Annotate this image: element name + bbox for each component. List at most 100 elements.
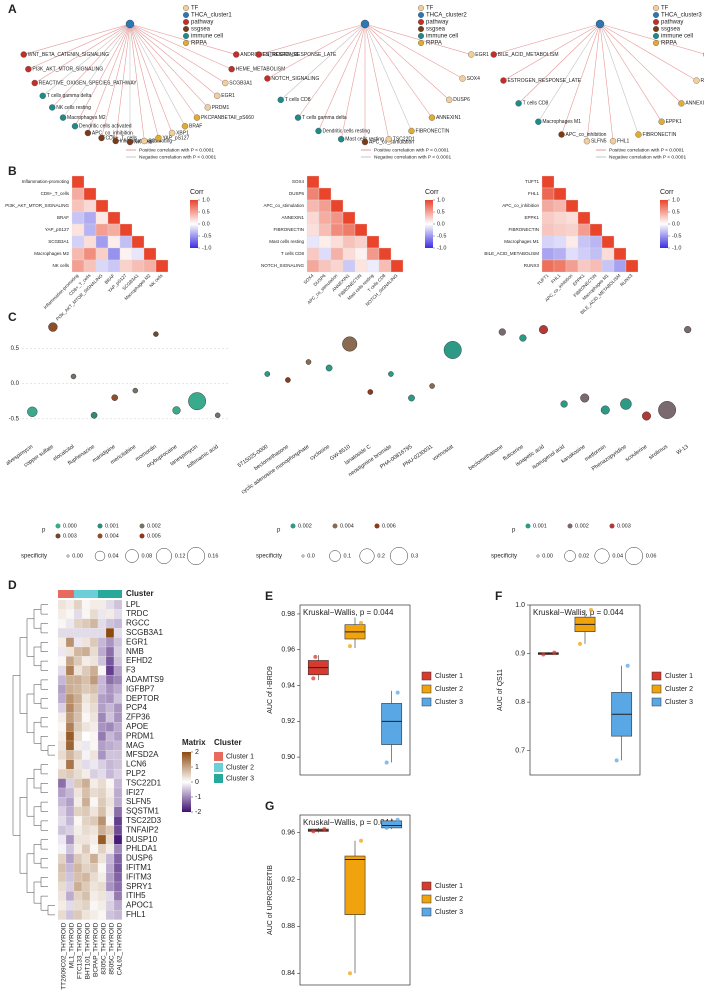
heat-cell: [89, 853, 99, 864]
node: [408, 127, 415, 135]
legend-swatch: [183, 5, 189, 11]
legend-title: Corr: [190, 189, 204, 196]
heat-cell: [57, 759, 67, 770]
heat-cell: [73, 722, 83, 732]
corr-cell: [318, 247, 332, 261]
node: [112, 137, 119, 145]
cluster-strip-label: Cluster: [126, 589, 154, 598]
point: [614, 758, 619, 763]
corr-cell: [330, 235, 344, 249]
heat-cell: [89, 863, 99, 873]
heat-cell: [73, 609, 83, 619]
node: [84, 129, 92, 137]
row-label: EGR1: [126, 637, 148, 646]
legend-label: 0.001: [105, 523, 119, 529]
heat-cell: [65, 646, 75, 657]
legend-swatch: [139, 533, 145, 539]
legend-label: 0.002: [575, 523, 589, 529]
heat-cell: [65, 891, 75, 901]
corr-cell: [107, 259, 121, 273]
legend-swatch: [183, 33, 189, 39]
row-label: IFI27: [126, 788, 145, 797]
column-label: BCPAP_THYROID: [93, 922, 100, 977]
heat-cell: [97, 599, 107, 610]
node-label: ESTROGEN_RESPONSE_LATE: [263, 52, 337, 58]
point: [313, 654, 318, 659]
colorbar-label: -1.0: [202, 245, 211, 251]
colorbar-label: 0.5: [437, 209, 445, 215]
row-label: APOE: [126, 722, 148, 731]
heat-cell: [65, 684, 75, 695]
colorbar-label: 0: [195, 779, 199, 786]
y-tick-label: 0.84: [281, 970, 295, 977]
legend-size: [625, 547, 643, 565]
corr-cell: [589, 259, 603, 273]
heat-cell: [97, 778, 107, 789]
dendrogram: [33, 768, 41, 789]
legend-label: pathway: [426, 20, 448, 26]
legend-size: [66, 554, 70, 558]
dot: [305, 359, 312, 365]
heat-cell: [81, 740, 91, 751]
chart-title: Kruskal−Wallis, p = 0.044: [303, 608, 394, 617]
corr-cell: [354, 247, 368, 261]
plot-frame: [299, 814, 411, 986]
node: [658, 118, 665, 125]
legend-size: [564, 550, 576, 562]
heat-cell: [89, 684, 99, 695]
heat-cell: [113, 778, 123, 789]
node-label: FIBRONECTIN: [642, 132, 676, 138]
heat-cell: [65, 656, 75, 666]
legend-swatch: [55, 523, 61, 529]
heat-cell: [105, 656, 115, 666]
dendrogram: [40, 820, 48, 831]
heat-cell: [65, 759, 75, 770]
heat-cell: [73, 891, 83, 901]
legend-swatch: [214, 752, 223, 761]
cluster-cell: [114, 590, 122, 598]
legend-title: Cluster: [214, 738, 242, 747]
legend-title: Matrix: [182, 738, 206, 747]
heat-cell: [97, 787, 107, 798]
corr-cell: [95, 235, 109, 249]
node: [233, 51, 240, 58]
edge-legend-label: Positive correlation with P < 0.0001: [139, 147, 214, 153]
corr-cell: [306, 247, 320, 261]
heat-cell: [105, 684, 115, 695]
x-tick-label: scoulerine: [624, 444, 648, 463]
legend-swatch: [97, 523, 103, 529]
edge: [340, 23, 366, 140]
corr-cell: [83, 247, 97, 261]
dendrogram: [40, 642, 48, 652]
heat-cell: [89, 750, 99, 760]
heat-cell: [57, 628, 67, 638]
corr-cell: [95, 247, 109, 261]
point: [552, 650, 557, 655]
legend-label: pathway: [191, 20, 213, 26]
corr-cell: [589, 235, 603, 249]
heat-cell: [105, 703, 115, 713]
legend-swatch: [653, 19, 659, 25]
row-label: APOC1: [126, 901, 154, 910]
point: [311, 676, 316, 681]
edge: [364, 23, 472, 55]
legend-swatch: [421, 697, 432, 707]
heat-cell: [105, 712, 115, 723]
legend-label: 0.16: [208, 553, 219, 559]
dot: [580, 393, 590, 403]
heat-cell: [105, 750, 115, 760]
row-label: TNFAIP2: [126, 825, 159, 834]
legend-label: Cluster 2: [665, 686, 693, 693]
heat-cell: [73, 881, 83, 892]
heat-cell: [65, 787, 75, 798]
node-label: EPPK1: [666, 119, 682, 125]
heat-cell: [81, 778, 91, 789]
heat-cell: [81, 910, 91, 920]
row-label: SQSTM1: [126, 807, 159, 816]
dendrogram: [40, 801, 48, 812]
heat-cell: [89, 599, 99, 610]
legend-label: 0.04: [108, 553, 119, 559]
dendrogram: [40, 660, 48, 671]
x-tick-label: vorinostat: [432, 444, 455, 463]
dendrogram: [19, 637, 27, 714]
